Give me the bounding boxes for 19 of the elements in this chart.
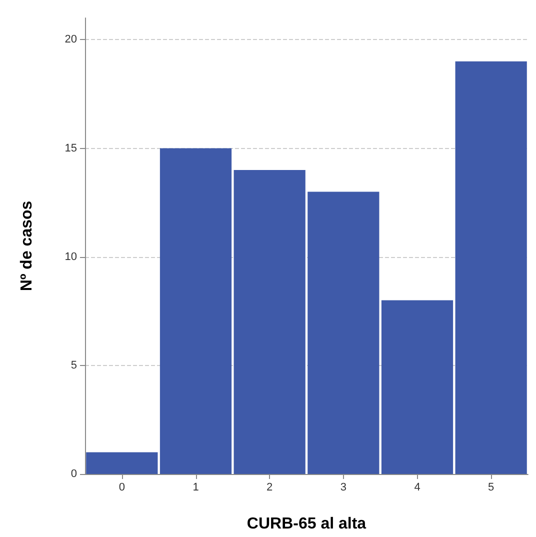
bar xyxy=(234,170,306,474)
x-tick-label: 5 xyxy=(488,482,494,494)
bar xyxy=(86,452,158,474)
y-tick-label: 15 xyxy=(64,142,77,154)
x-tick-label: 0 xyxy=(118,482,125,494)
x-tick-label: 2 xyxy=(266,482,273,494)
x-tick-label: 1 xyxy=(192,482,199,494)
y-tick-label: 5 xyxy=(70,359,77,372)
bar xyxy=(160,148,232,474)
y-tick-label: 0 xyxy=(70,468,77,480)
bar xyxy=(455,61,527,474)
x-tick-label: 3 xyxy=(340,482,346,494)
y-tick-label: 10 xyxy=(64,250,77,263)
bar xyxy=(308,192,380,474)
x-axis-title: CURB-65 al alta xyxy=(246,516,366,532)
x-tick-label: 4 xyxy=(414,482,420,494)
bar xyxy=(381,300,454,474)
y-tick-label: 20 xyxy=(64,34,77,46)
y-axis-title: Nº de casos xyxy=(18,200,36,292)
